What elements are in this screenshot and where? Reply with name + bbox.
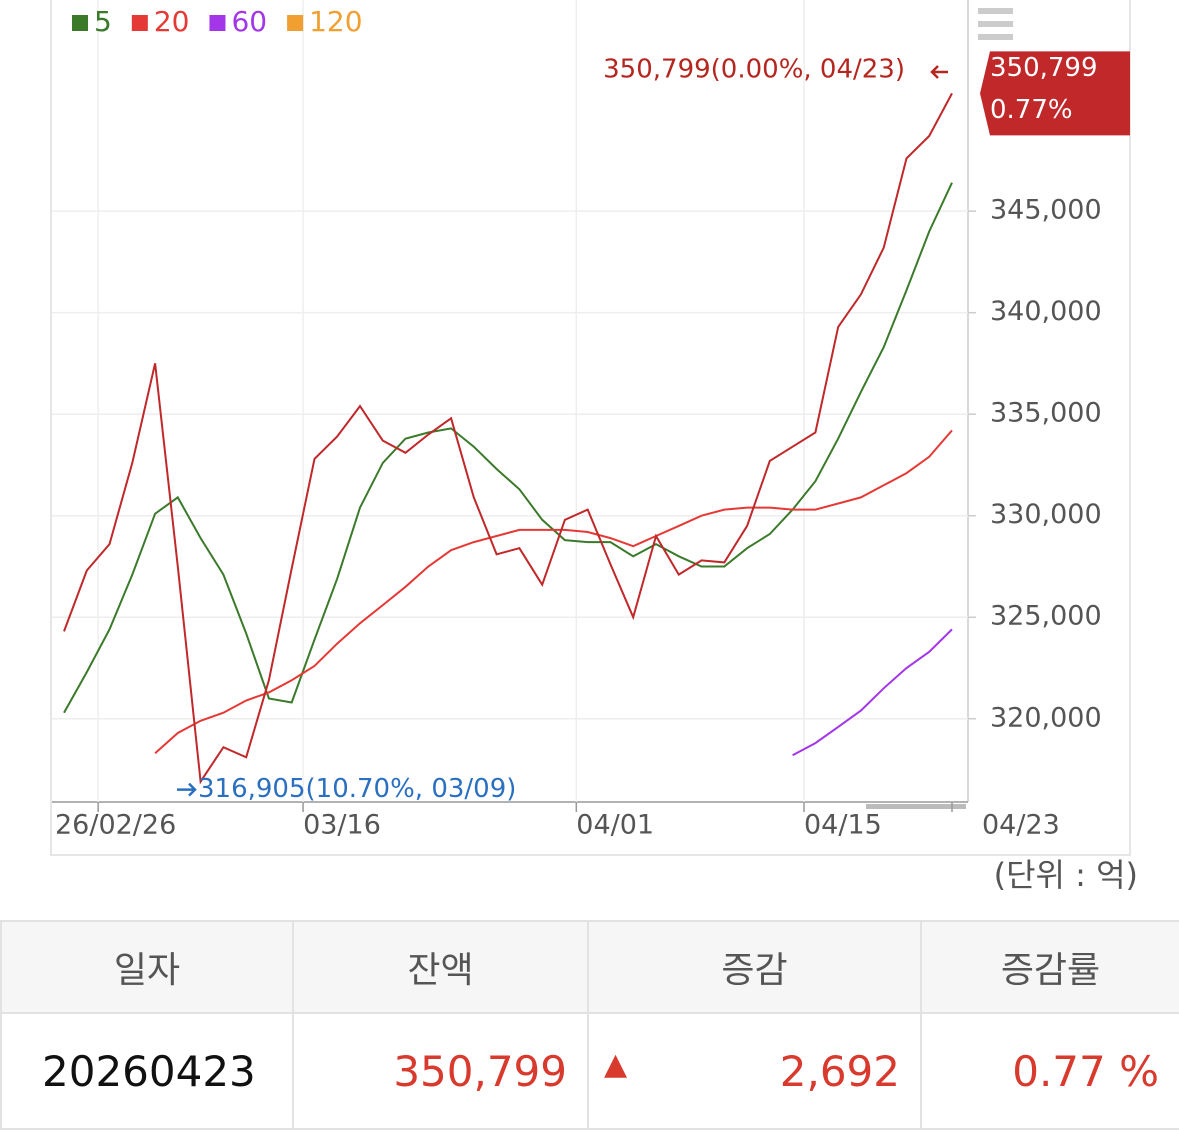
x-tick-label: 03/16 <box>303 810 381 841</box>
legend-swatch <box>131 15 148 31</box>
min-annotation: 316,905(10.70%, 03/09) <box>198 774 516 804</box>
y-tick-label: 345,000 <box>990 195 1102 226</box>
line <box>154 429 953 755</box>
y-tick-label: 325,000 <box>990 601 1102 632</box>
x-tick-label: 04/01 <box>576 810 654 841</box>
rate-cell: 0.77 % <box>920 1012 1179 1130</box>
x-tick-label: 04/23 <box>982 810 1060 841</box>
change-cell: ▲ 2,692 <box>587 1012 922 1130</box>
line <box>792 628 953 757</box>
chart: (단위 : 억) 320,000 325,000 330,000 335,000 340… <box>50 0 1138 894</box>
change-value: 2,692 <box>779 1046 900 1096</box>
balance-cell: 350,799 <box>292 1012 589 1130</box>
line <box>63 92 953 785</box>
legend-label: 5 <box>94 5 112 38</box>
x-tick-label: 04/15 <box>804 810 882 841</box>
legend-swatch <box>209 15 226 31</box>
header-cell: 일자 <box>0 920 294 1014</box>
legend-swatch <box>72 15 88 31</box>
y-tick-label: 335,000 <box>990 398 1102 429</box>
badge-value: 350,799 <box>990 53 1098 83</box>
y-tick-label: 340,000 <box>990 296 1102 327</box>
header-cell: 증감률 <box>920 920 1179 1014</box>
value-badge <box>980 51 1130 136</box>
legend-label: 120 <box>309 5 362 38</box>
header-cell: 잔액 <box>292 920 589 1014</box>
max-annotation: 350,799(0.00%, 04/23) <box>603 55 905 85</box>
legend-label: 60 <box>231 5 267 38</box>
scrollbar[interactable] <box>866 804 966 809</box>
legend-label: 20 <box>154 5 190 38</box>
chart-frame <box>50 0 1131 856</box>
y-tick-label: 320,000 <box>990 702 1102 733</box>
x-tick-label: 26/02/26 <box>55 810 176 841</box>
legend-swatch <box>287 15 304 31</box>
up-icon: ▲ <box>604 1046 628 1082</box>
date-cell: 20260423 <box>0 1012 294 1130</box>
data-table: 일자 잔액 증감 증감률 20260423 350,799 ▲ 2,692 0.7… <box>0 920 1179 1130</box>
arrow-icon <box>930 65 948 79</box>
line <box>63 182 953 714</box>
y-tick-label: 330,000 <box>990 499 1102 530</box>
unit-label: (단위 : 억) <box>994 856 1138 894</box>
arrow-icon <box>177 782 197 797</box>
header-cell: 증감 <box>587 920 922 1014</box>
menu-icon[interactable] <box>978 8 1013 40</box>
badge-change: 0.77% <box>990 95 1073 125</box>
